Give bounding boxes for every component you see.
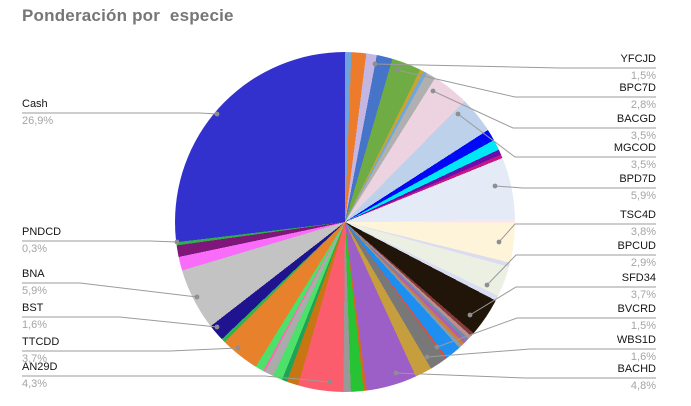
- slice-label-name: SFD34: [621, 272, 656, 284]
- slice-label-percent: 4,8%: [630, 380, 656, 392]
- slice-label-bpd7d: BPD7D 5,9%: [506, 173, 656, 203]
- slice-label-cash: Cash 26,9%: [22, 98, 172, 128]
- slice-label-name: AN29D: [22, 361, 58, 373]
- slice-label-bst: BST 1,6%: [22, 302, 172, 332]
- slice-label-bpcud: BPCUD 2,9%: [506, 240, 656, 270]
- slice-label-percent: 2,9%: [630, 257, 656, 269]
- slice-label-mgcod: MGCOD 3,5%: [506, 142, 656, 172]
- slice-label-percent: 1,6%: [22, 319, 48, 331]
- slice-label-percent: 2,8%: [630, 99, 656, 111]
- slice-label-percent: 3,5%: [630, 159, 656, 171]
- slice-label-bpc7d: BPC7D 2,8%: [506, 82, 656, 112]
- slice-label-name: BPD7D: [619, 173, 656, 185]
- pie-chart[interactable]: [175, 52, 515, 392]
- slice-label-ttcdd: TTCDD 3,7%: [22, 336, 172, 366]
- slice-label-bacgd: BACGD 3,5%: [506, 113, 656, 143]
- slice-label-yfcjd: YFCJD 1,5%: [506, 53, 656, 83]
- slice-label-percent: 3,7%: [630, 289, 656, 301]
- slice-label-percent: 26,9%: [22, 115, 54, 127]
- slice-label-pndcd: PNDCD 0,3%: [22, 226, 172, 256]
- slice-label-name: BST: [22, 302, 44, 314]
- slice-label-percent: 0,3%: [22, 243, 48, 255]
- slice-label-sfd34: SFD34 3,7%: [506, 272, 656, 302]
- slice-label-percent: 5,9%: [630, 190, 656, 202]
- slice-label-name: MGCOD: [613, 142, 656, 154]
- slice-label-name: Cash: [22, 98, 48, 110]
- slice-label-wbs1d: WBS1D 1,6%: [506, 334, 656, 364]
- slice-label-name: BPC7D: [619, 82, 656, 94]
- slice-label-name: BACHD: [617, 363, 656, 375]
- slice-label-percent: 5,9%: [22, 285, 48, 297]
- slice-label-percent: 3,7%: [22, 353, 48, 365]
- slice-label-name: BPCUD: [617, 240, 656, 252]
- slice-label-name: TSC4D: [619, 209, 656, 221]
- slice-label-name: WBS1D: [616, 334, 656, 346]
- slice-label-name: BNA: [22, 268, 45, 280]
- slice-label-percent: 1,6%: [630, 351, 656, 363]
- slice-label-name: PNDCD: [22, 226, 62, 238]
- slice-label-percent: 3,8%: [630, 226, 656, 238]
- slice-label-name: BVCRD: [617, 303, 656, 315]
- slice-label-bvcrd: BVCRD 1,5%: [506, 303, 656, 333]
- slice-label-bna: BNA 5,9%: [22, 268, 172, 298]
- slice-label-name: BACGD: [616, 113, 656, 125]
- slice-label-percent: 1,5%: [630, 320, 656, 332]
- slice-label-tsc4d: TSC4D 3,8%: [506, 209, 656, 239]
- slice-label-percent: 3,5%: [630, 130, 656, 142]
- slice-label-percent: 1,5%: [630, 70, 656, 82]
- slice-label-name: TTCDD: [22, 336, 60, 348]
- slice-label-bachd: BACHD 4,8%: [506, 363, 656, 393]
- slice-label-name: YFCJD: [620, 53, 656, 65]
- chart-title: Ponderación por especie: [22, 6, 234, 25]
- slice-label-percent: 4,3%: [22, 378, 48, 390]
- slice-label-an29d: AN29D 4,3%: [22, 361, 172, 391]
